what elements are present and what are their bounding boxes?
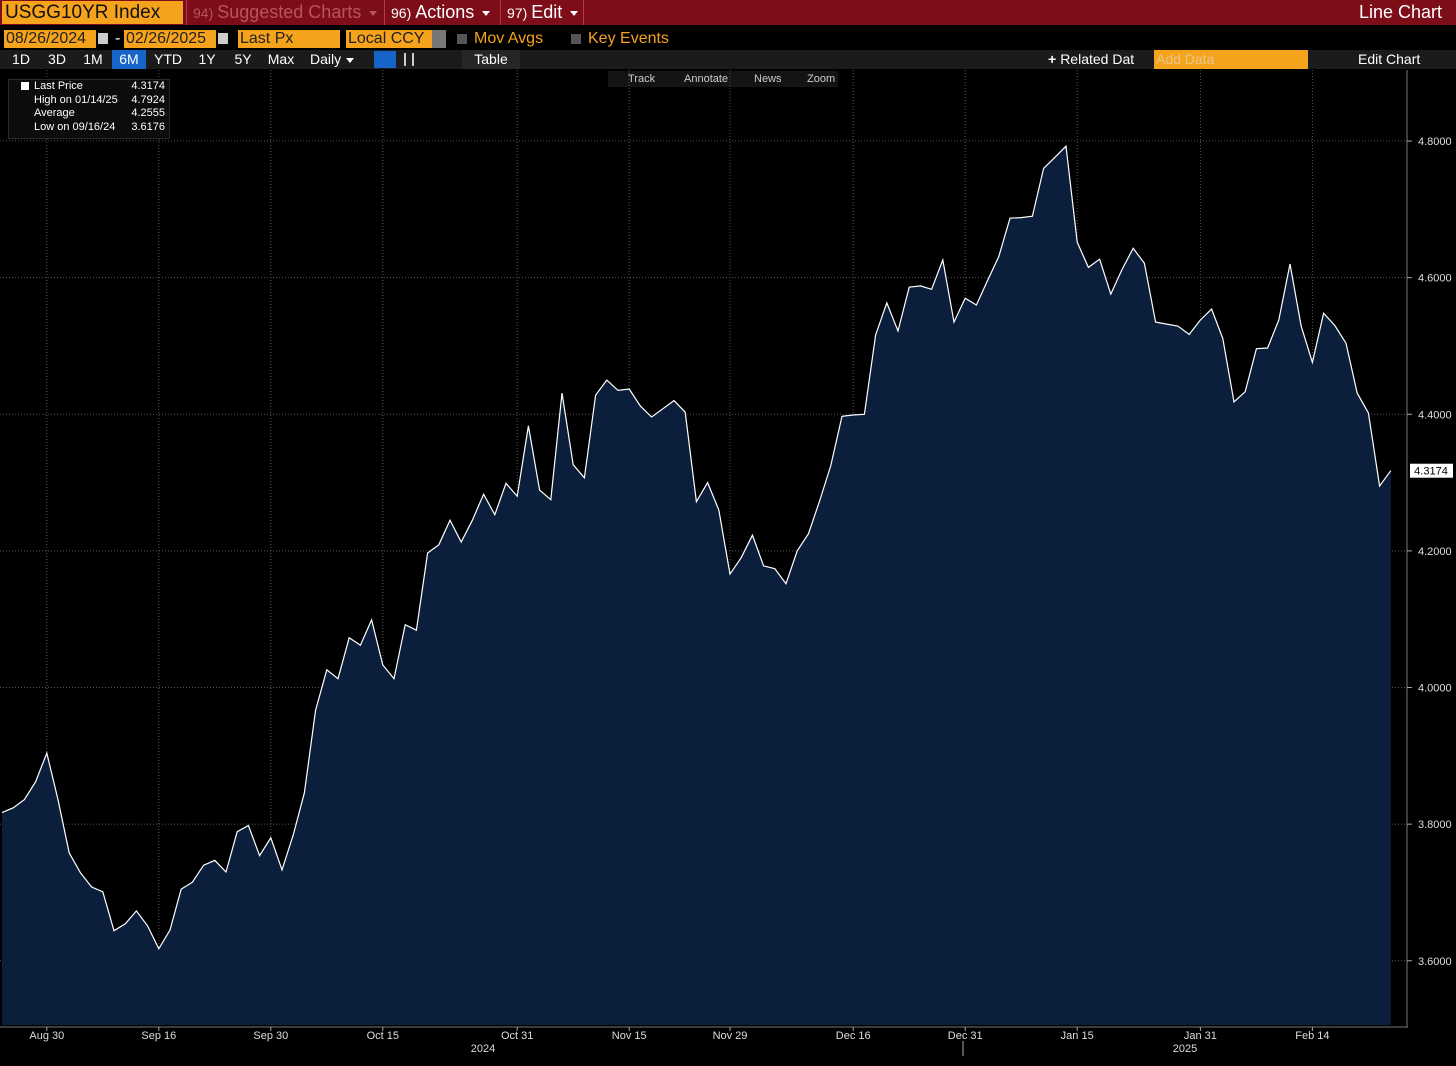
tool-track[interactable]: Track [628, 73, 656, 85]
y-tick-label: 4.4000 [1418, 409, 1452, 421]
x-year-label: 2024 [471, 1043, 495, 1055]
menu-actions[interactable]: 96) Actions [384, 0, 498, 25]
edit-chart[interactable]: Edit Chart [1338, 50, 1426, 69]
legend-value: 3.6176 [131, 121, 165, 133]
calendar-icon[interactable] [218, 33, 228, 44]
bar-chart-icon[interactable] [404, 53, 414, 66]
calendar-icon[interactable] [98, 33, 108, 44]
legend-label: High on 01/14/25 [34, 94, 118, 106]
tool-news[interactable]: News [754, 73, 782, 85]
tool-zoom[interactable]: Zoom [807, 73, 836, 85]
period-button[interactable]: 6M [112, 50, 146, 69]
table-button[interactable]: Table [462, 50, 520, 69]
menu-number: 94) [193, 5, 214, 21]
legend-swatch [21, 82, 29, 90]
add-data-input[interactable]: Add Data [1154, 50, 1308, 69]
related-data[interactable]: + Related Dat [1048, 51, 1135, 67]
x-tick-label: Oct 31 [501, 1030, 533, 1042]
y-tick-label: 4.2000 [1418, 546, 1452, 558]
x-tick-label: Aug 30 [29, 1030, 64, 1042]
legend-value: 4.7924 [131, 94, 165, 106]
frequency-label: Daily [310, 51, 342, 67]
x-tick-label: Nov 15 [612, 1030, 647, 1042]
checkbox[interactable] [571, 34, 581, 44]
y-tick-label: 3.6000 [1418, 956, 1452, 968]
x-tick-label: Jan 31 [1184, 1030, 1217, 1042]
legend: Last Price 4.3174 High on 01/14/25 4.792… [8, 79, 170, 139]
period-button[interactable]: 1Y [198, 51, 216, 67]
menu-label: Suggested Charts [217, 2, 362, 22]
x-tick-label: Dec 16 [836, 1030, 871, 1042]
menu-number: 96) [391, 5, 412, 21]
menu-label: Edit [531, 2, 563, 22]
checkbox[interactable] [457, 34, 467, 44]
area [2, 146, 1391, 1025]
field-select[interactable]: Last Px [238, 30, 340, 48]
ticker-field[interactable]: USGG10YR Index [2, 1, 183, 24]
y-tick-label: 4.0000 [1418, 683, 1452, 695]
date-separator: - [115, 30, 121, 47]
title-bar [0, 0, 1456, 25]
x-year-label: 2025 [1173, 1043, 1197, 1055]
edit-chart-label: Edit Chart [1358, 51, 1421, 67]
dropdown-button[interactable] [432, 30, 446, 48]
period-button[interactable]: 1D [12, 51, 30, 67]
key-events[interactable]: Key Events [588, 30, 669, 47]
legend-value: 4.2555 [131, 107, 165, 119]
y-tick-label: 3.8000 [1418, 819, 1452, 831]
line [1, 144, 1392, 951]
x-tick-label: Oct 15 [367, 1030, 399, 1042]
currency-select[interactable]: Local CCY [346, 30, 432, 48]
period-button[interactable]: Max [267, 51, 295, 67]
x-tick-label: Sep 16 [141, 1030, 176, 1042]
legend-label: Average [34, 107, 75, 119]
related-label: Related Dat [1060, 51, 1135, 67]
period-button[interactable]: 3D [48, 51, 66, 67]
x-tick-label: Sep 30 [253, 1030, 288, 1042]
last-value-tag [1410, 463, 1453, 478]
y-tick-label: 4.8000 [1418, 136, 1452, 148]
view-title: Line Chart [1358, 2, 1442, 22]
period-button[interactable]: YTD [154, 51, 182, 67]
tool-annotate[interactable]: Annotate [684, 73, 729, 85]
last-value-label: 4.3174 [1414, 466, 1448, 478]
y-tick-label: 4.6000 [1418, 273, 1452, 285]
legend-label: Last Price [34, 80, 83, 92]
legend-value: 4.3174 [131, 80, 165, 92]
mov-avgs[interactable]: Mov Avgs [474, 30, 544, 47]
legend-label: Low on 09/16/24 [34, 121, 116, 133]
line-chart-icon[interactable] [374, 51, 396, 68]
start-date[interactable]: 08/26/2024 [4, 30, 96, 48]
menu-edit[interactable]: 97) Edit [500, 0, 584, 25]
x-tick-label: Jan 15 [1061, 1030, 1094, 1042]
x-tick-label: Feb 14 [1295, 1030, 1329, 1042]
menu-number: 97) [507, 5, 528, 21]
x-tick-label: Nov 29 [713, 1030, 748, 1042]
x-tick-label: Dec 31 [948, 1030, 983, 1042]
chart-tools [608, 71, 838, 87]
menu-label: Actions [415, 2, 475, 22]
menu-suggested-charts[interactable]: 94) Suggested Charts [186, 0, 382, 25]
end-date[interactable]: 02/26/2025 [124, 30, 216, 48]
period-button[interactable]: 1M [83, 51, 103, 67]
period-button[interactable]: 5Y [234, 51, 252, 67]
frequency-select[interactable]: Daily [304, 50, 356, 69]
toolbar [0, 50, 1456, 69]
